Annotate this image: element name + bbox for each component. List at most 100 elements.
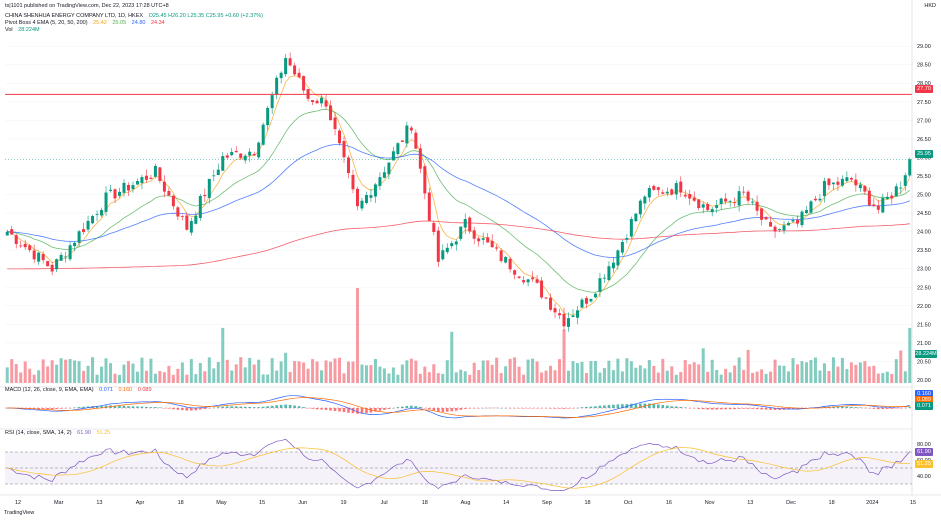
volume-bar <box>822 363 826 383</box>
macd-histogram-bar <box>441 408 445 412</box>
candle-body <box>800 211 804 226</box>
time-tick-label: Dec <box>786 500 796 506</box>
volume-bar <box>441 373 445 383</box>
macd-histogram-bar <box>383 408 386 410</box>
macd-histogram-bar <box>347 408 350 413</box>
volume-bar <box>144 370 148 383</box>
volume-bar <box>418 373 422 383</box>
volume-bar <box>284 352 288 383</box>
candle-body <box>400 140 404 142</box>
candle-body <box>616 250 620 266</box>
candle-body <box>333 117 337 130</box>
currency-label: HKD <box>924 3 936 9</box>
macd-histogram-bar <box>553 408 557 409</box>
macd-histogram-bar <box>832 406 835 408</box>
ema-legend[interactable]: Pivot Boss 4 EMA (5, 20, 50, 200) 25.42 … <box>5 20 169 26</box>
macd-histogram-bar <box>558 408 561 409</box>
macd-histogram-bar <box>746 408 750 409</box>
candle-body <box>293 65 297 75</box>
candle-body <box>225 155 229 158</box>
macd-histogram-bar <box>773 408 777 411</box>
rsi-title: RSI (14, close, SMA, 14, 2) <box>5 430 72 436</box>
volume-bar <box>275 370 279 383</box>
macd-histogram-bar <box>77 407 81 408</box>
candle-body <box>849 178 853 180</box>
candle-body <box>638 200 642 215</box>
candle-body <box>37 252 41 262</box>
volume-bar <box>194 374 198 383</box>
candle-body <box>679 181 683 193</box>
rsi-tick-label: 40.00 <box>917 474 931 480</box>
candle-body <box>373 184 377 197</box>
macd-histogram-bar <box>185 408 189 411</box>
candle-body <box>602 277 606 279</box>
macd-histogram-bar <box>216 407 220 408</box>
volume-bar <box>423 366 427 383</box>
macd-line <box>7 395 910 419</box>
candle-body <box>378 177 382 186</box>
candle-body <box>804 210 808 214</box>
macd-histogram-bar <box>275 405 278 408</box>
macd-histogram-bar <box>221 406 225 408</box>
volume-bar <box>167 365 171 383</box>
volume-bar <box>845 369 849 383</box>
candle-body <box>311 100 315 103</box>
volume-bar <box>616 358 620 383</box>
candle-body <box>634 213 638 222</box>
ema-title: Pivot Boss 4 EMA (5, 20, 50, 200) <box>5 20 88 26</box>
volume-bar <box>131 363 135 383</box>
candle-body <box>346 157 350 174</box>
candle-body <box>86 220 90 230</box>
macd-histogram-bar <box>41 408 45 410</box>
candle-body <box>46 261 50 267</box>
volume-legend[interactable]: Vol 28.224M <box>5 27 44 33</box>
volume-bar <box>719 374 723 383</box>
volume-bar <box>324 360 328 383</box>
symbol-info: CHINA SHENHUA ENERGY COMPANY LTD, 1D, HK… <box>5 13 267 19</box>
volume-bar <box>737 357 741 383</box>
volume-bar <box>454 372 458 383</box>
candle-body <box>724 198 728 202</box>
volume-bar <box>95 374 99 383</box>
candle-body <box>382 172 386 178</box>
candle-body <box>490 240 494 248</box>
candle-body <box>661 192 665 194</box>
volume-bar <box>207 357 211 383</box>
candle-body <box>778 229 782 231</box>
candle-body <box>719 198 723 205</box>
volume-bar <box>840 357 844 383</box>
macd-histogram-bar <box>661 405 665 408</box>
price-tick-label: 28.50 <box>917 63 931 69</box>
volume-bar <box>589 361 593 383</box>
candle-body <box>836 181 840 185</box>
volume-bar <box>378 366 382 383</box>
candle-body <box>715 205 719 208</box>
macd-histogram-bar <box>603 405 606 408</box>
candle-body <box>706 203 710 211</box>
macd-histogram-bar <box>764 408 768 410</box>
candle-body <box>77 231 81 243</box>
rsi-legend[interactable]: RSI (14, close, SMA, 14, 2) 61.90 51.25 <box>5 430 114 436</box>
candle-body <box>549 297 553 310</box>
ema200-line <box>7 220 910 270</box>
macd-histogram-bar <box>742 408 745 409</box>
candle-body <box>863 185 867 192</box>
macd-histogram-bar <box>710 408 714 410</box>
volume-bar <box>468 374 472 383</box>
volume-bar <box>782 365 786 383</box>
volume-bar <box>221 327 225 383</box>
volume-bar <box>212 368 216 383</box>
volume-bar <box>230 370 234 383</box>
candle-body <box>288 58 292 66</box>
volume-bar <box>643 368 647 383</box>
macd-legend[interactable]: MACD (12, 26, close, 9, EMA, EMA) 0.071 … <box>5 387 156 393</box>
volume-bar <box>625 358 629 383</box>
volume-bar <box>818 370 822 383</box>
volume-bar <box>796 364 800 383</box>
macd-histogram-bar <box>311 408 314 409</box>
macd-histogram-bar <box>176 408 180 410</box>
macd-histogram-bar <box>243 406 247 408</box>
volume-bar <box>715 369 719 383</box>
volume-bar <box>391 367 395 383</box>
